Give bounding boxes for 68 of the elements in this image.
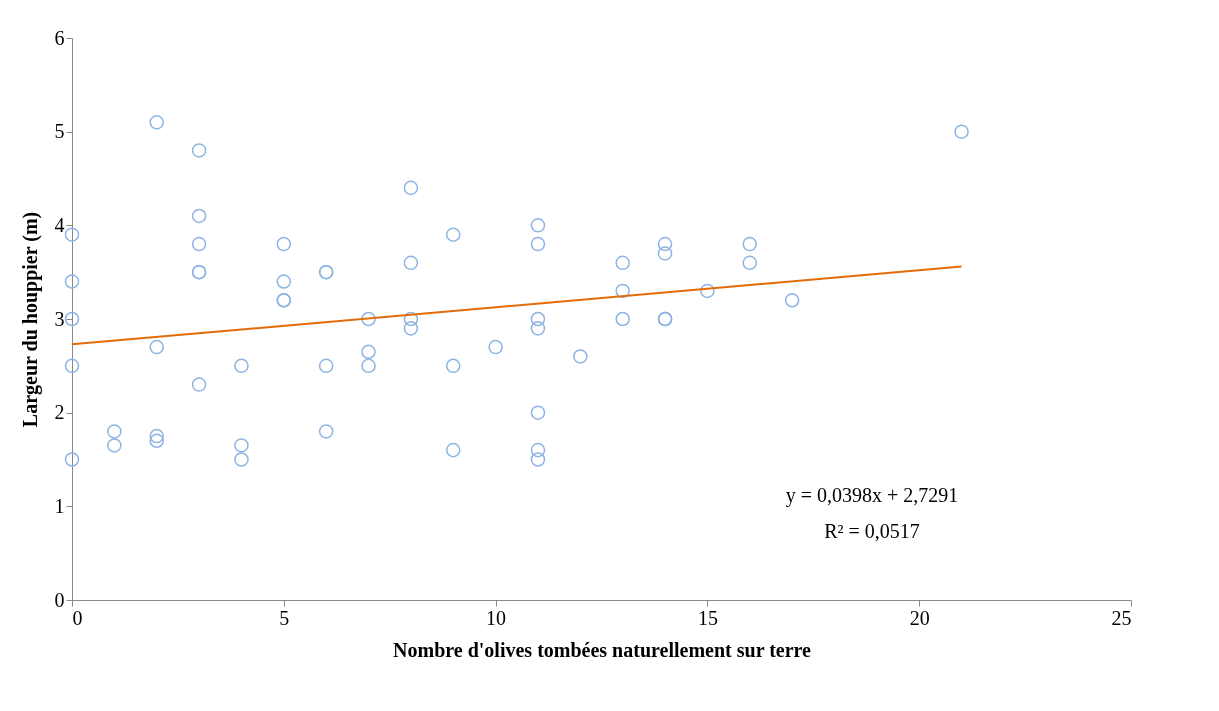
- point: [191, 236, 207, 252]
- point: [445, 358, 461, 374]
- point: [530, 311, 546, 327]
- point: [318, 424, 334, 439]
- point: [64, 311, 80, 327]
- point: [530, 452, 546, 467]
- annotation: y = 0,0398x + 2,7291: [785, 484, 959, 507]
- point: [784, 293, 800, 308]
- point: [64, 452, 80, 467]
- y-tick-label: 6: [54, 26, 65, 49]
- x-tick-label: 20: [909, 606, 930, 629]
- point: [615, 283, 630, 299]
- point: [615, 311, 630, 327]
- y-tick-label: 4: [54, 213, 65, 236]
- point: [530, 236, 546, 252]
- point: [573, 349, 588, 364]
- point: [954, 124, 969, 139]
- y-tick-label: 2: [54, 401, 65, 424]
- x-tick-label: 0: [72, 606, 83, 629]
- point: [403, 321, 419, 336]
- point: [530, 218, 546, 233]
- point: [107, 424, 122, 439]
- point: [488, 339, 503, 355]
- point: [64, 227, 80, 242]
- point: [445, 227, 461, 242]
- x-tick-label: 5: [279, 606, 290, 629]
- point: [361, 358, 376, 374]
- y-tick-label: 0: [54, 588, 65, 611]
- y-tick-label: 3: [54, 307, 65, 330]
- x-tick-label: 10: [486, 606, 507, 629]
- point: [361, 311, 376, 327]
- point: [403, 255, 419, 271]
- point: [318, 358, 334, 374]
- x-tick-label: 15: [697, 606, 718, 629]
- point: [234, 452, 249, 467]
- point: [742, 255, 758, 271]
- point: [700, 283, 715, 299]
- point: [276, 274, 292, 289]
- point: [149, 115, 164, 130]
- point: [530, 405, 546, 420]
- point: [742, 236, 758, 252]
- point: [403, 180, 419, 196]
- annotation: R² = 0,0517: [824, 520, 920, 542]
- point: [149, 339, 164, 355]
- point: [64, 358, 80, 374]
- point: [445, 442, 461, 458]
- point: [361, 344, 376, 360]
- point: [64, 274, 80, 289]
- y-tick-label: 5: [54, 120, 65, 143]
- x-tick-label: 25: [1111, 606, 1132, 629]
- point: [191, 377, 207, 392]
- point: [657, 236, 673, 252]
- y-axis-title: Largeur du houppier (m): [18, 211, 42, 428]
- point: [403, 311, 419, 327]
- point: [191, 208, 207, 224]
- y-tick-label: 1: [54, 494, 65, 517]
- x-axis-title: Nombre d'olives tombées naturellement sur terre: [393, 638, 812, 661]
- point: [276, 236, 292, 252]
- point: [530, 442, 546, 458]
- point: [107, 438, 122, 453]
- point: [149, 433, 164, 449]
- point: [234, 438, 249, 453]
- point: [234, 358, 249, 374]
- point: [657, 246, 673, 261]
- point: [615, 255, 630, 271]
- point: [191, 143, 207, 158]
- point: [149, 428, 164, 444]
- point: [530, 321, 546, 336]
